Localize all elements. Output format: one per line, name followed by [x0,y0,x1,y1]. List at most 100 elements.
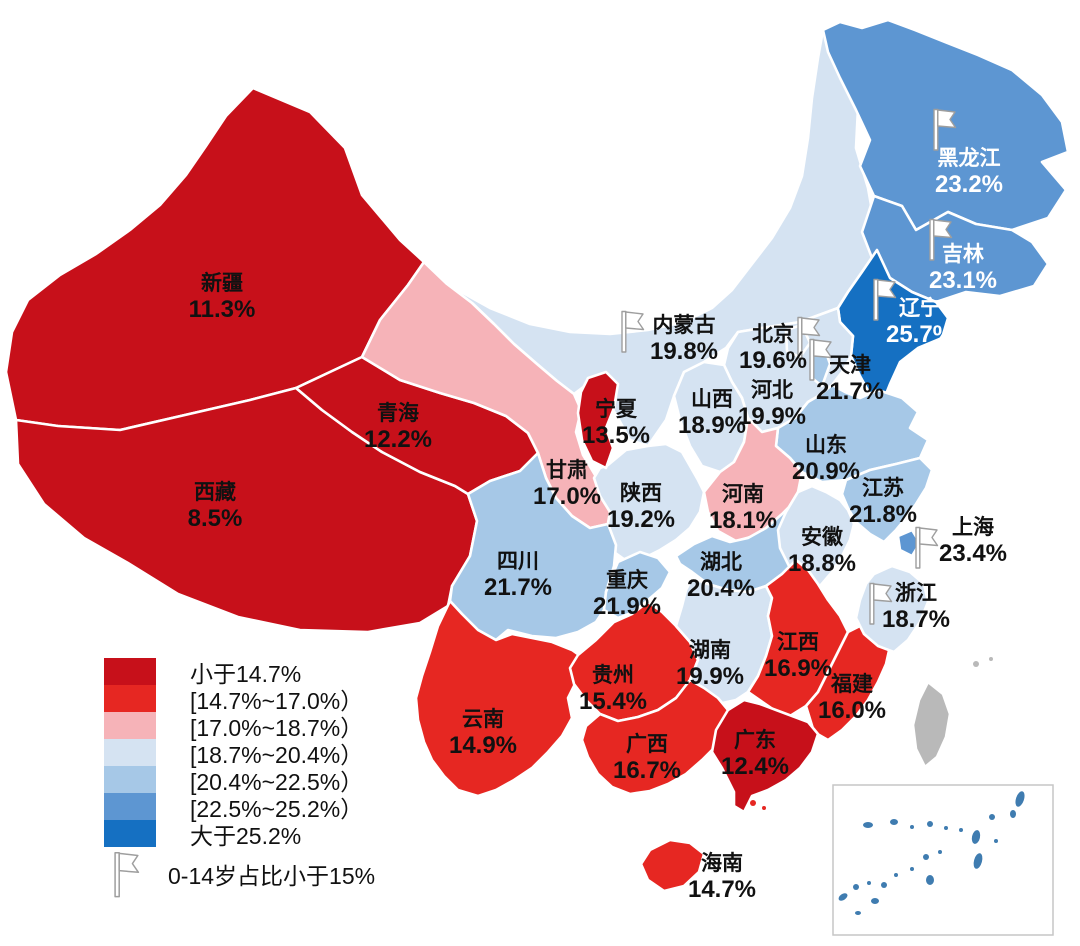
province-value: 14.7% [688,876,756,903]
province-value: 16.0% [818,697,886,724]
legend-item: [20.4%~22.5%） [104,766,375,795]
legend-swatch [104,820,156,847]
legend-swatch [104,793,156,820]
legend: 小于14.7% [14.7%~17.0%） [17.0%~18.7%） [18.7%~… [104,658,375,901]
legend-swatch [104,685,156,712]
province-label: 广西 [626,732,668,756]
province-label: 甘肃 [546,458,588,482]
province-label: 新疆 [201,271,243,295]
province-value: 18.8% [788,550,856,577]
province-shape-yunnan [414,599,588,798]
flag-icon [114,852,140,898]
province-value: 16.9% [764,655,832,682]
province-label: 浙江 [895,581,937,605]
province-label: 上海 [952,515,994,539]
legend-swatch [104,712,156,739]
province-label: 海南 [701,851,743,875]
province-label: 湖南 [689,638,731,662]
legend-item: [17.0%~18.7%） [104,712,375,741]
legend-item: [18.7%~20.4%） [104,739,375,768]
province-shape-henan [702,416,804,543]
province-value: 12.2% [364,426,432,453]
province-shape-hainan [639,838,706,893]
province-label: 安徽 [801,525,844,549]
legend-items: 小于14.7% [14.7%~17.0%） [17.0%~18.7%） [18.7%~… [104,658,375,849]
province-value: 18.9% [678,412,746,439]
flag-note-label: 0-14岁占比小于15% [168,863,376,889]
legend-label: [20.4%~22.5%） [190,768,364,795]
province-label: 黑龙江 [938,146,1001,170]
legend-swatch [104,766,156,793]
province-value: 21.8% [849,501,917,528]
province-value: 16.7% [613,757,681,784]
province-shape-chongqing [602,550,672,620]
province-value: 17.0% [533,483,601,510]
province-label: 湖北 [700,550,742,574]
island-dot [750,800,756,806]
province-shape-shaanxi [592,442,706,564]
province-label: 辽宁 [899,296,941,320]
legend-label: 小于14.7% [190,660,302,687]
province-value: 25.7% [886,321,954,348]
legend-label: [17.0%~18.7%） [190,714,364,741]
province-shape-guangxi [580,678,730,796]
legend-label: [22.5%~25.2%） [190,795,364,822]
legend-label: [14.7%~17.0%） [190,687,364,714]
legend-swatch [104,739,156,766]
south-china-sea-islands [838,791,1025,915]
province-value: 20.4% [687,575,755,602]
province-value: 18.1% [709,507,777,534]
province-label: 河南 [722,482,764,506]
province-label: 河北 [751,378,793,402]
province-value: 21.7% [484,574,552,601]
south-china-sea-inset [832,784,1054,936]
province-value: 15.4% [579,688,647,715]
province-value: 23.4% [939,540,1007,567]
legend-item: 小于14.7% [104,658,375,687]
province-shape-guangdong [710,698,820,814]
island-dot [762,806,766,810]
province-label: 北京 [752,322,794,346]
province-label: 吉林 [942,242,984,266]
province-value: 20.9% [792,458,860,485]
province-label: 陕西 [620,481,662,505]
province-value: 13.5% [582,422,650,449]
province-label: 江苏 [862,476,904,500]
flag-icon [915,526,939,569]
province-value: 8.5% [188,505,243,532]
province-value: 19.6% [739,347,807,374]
province-value: 11.3% [189,296,256,323]
province-label: 山西 [691,387,733,411]
legend-item: [22.5%~25.2%） [104,793,375,822]
province-label: 云南 [462,707,504,731]
province-label: 西藏 [194,480,236,504]
province-label: 重庆 [606,568,648,592]
province-value: 21.7% [816,378,884,405]
province-shape-taiwan [911,680,952,769]
province-value: 12.4% [721,753,789,780]
legend-swatch [104,658,156,685]
province-value: 21.9% [593,593,661,620]
province-label: 四川 [497,549,539,573]
province-label: 山东 [805,433,847,457]
island-dot [973,661,979,667]
province-shape-shandong [774,383,930,484]
province-value: 19.9% [738,403,806,430]
province-value: 19.8% [650,338,718,365]
province-label: 江西 [777,630,819,654]
province-label: 广东 [734,728,776,752]
province-label: 宁夏 [595,397,638,421]
legend-label: [18.7%~20.4%） [190,741,364,768]
province-value: 14.9% [449,732,517,759]
province-value: 23.2% [935,171,1003,198]
legend-item: [14.7%~17.0%） [104,685,375,714]
province-label: 青海 [377,401,419,425]
province-value: 23.1% [929,267,997,294]
province-label: 内蒙古 [653,313,716,337]
province-value: 19.2% [607,506,675,533]
province-label: 福建 [830,672,873,696]
legend-label: 大于25.2% [190,822,302,849]
province-value: 19.9% [676,663,744,690]
